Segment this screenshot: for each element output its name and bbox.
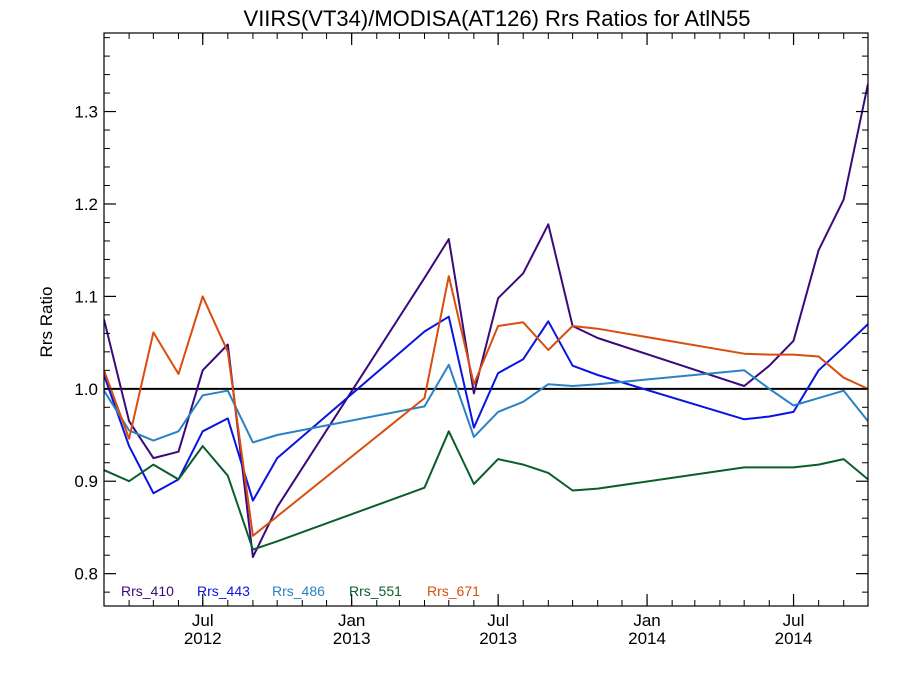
x-tick-label-month: Jul [192,611,214,630]
x-tick-label-year: 2012 [184,629,222,648]
y-tick-label: 1.2 [74,195,98,214]
x-tick-label-year: 2013 [479,629,517,648]
y-tick-label: 1.1 [74,287,98,306]
chart-title: VIIRS(VT34)/MODISA(AT126) Rrs Ratios for… [244,6,751,31]
x-tick-label-year: 2014 [628,629,666,648]
y-tick-label: 0.9 [74,472,98,491]
series-line-rrs-671 [104,275,868,537]
series-group [104,83,868,558]
x-tick-label-month: Jul [487,611,509,630]
legend-entry-rrs-486: Rrs_486 [272,583,325,599]
series-line-rrs-486 [104,363,868,444]
legend-entry-rrs-671: Rrs_671 [427,583,480,599]
series-line-rrs-551 [104,430,868,551]
legend-entry-rrs-410: Rrs_410 [121,583,174,599]
x-tick-label-month: Jul [783,611,805,630]
axes: 0.80.91.01.11.21.3Jul2012Jan2013Jul2013J… [74,32,869,648]
legend-entry-rrs-551: Rrs_551 [349,583,402,599]
legend: Rrs_410 Rrs_443 Rrs_486 Rrs_551 Rrs_671 [121,583,480,599]
x-tick-label-month: Jan [338,611,365,630]
series-line-rrs-443 [104,315,868,502]
y-tick-label: 1.3 [74,103,98,122]
legend-entry-rrs-443: Rrs_443 [197,583,250,599]
x-tick-label-month: Jan [633,611,660,630]
plot-area [104,83,868,558]
x-tick-label-year: 2013 [333,629,371,648]
y-tick-label: 0.8 [74,565,98,584]
series-line-rrs-410 [104,83,868,558]
x-tick-label-year: 2014 [775,629,813,648]
plot-frame [103,32,869,607]
y-axis-label: Rrs Ratio [37,287,56,358]
y-tick-label: 1.0 [74,380,98,399]
